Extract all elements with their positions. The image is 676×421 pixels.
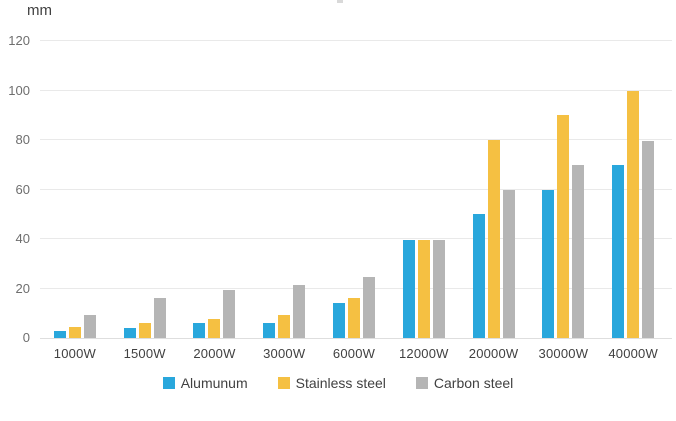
bar-alumunum-3000w [263,323,276,338]
bar-group-2000w [180,41,250,338]
bar-stainless-steel-1500w [138,323,151,338]
legend-item-stainless-steel: Stainless steel [277,375,386,391]
y-tick-label-20: 20 [15,280,30,296]
legend-label: Stainless steel [295,375,386,391]
y-tick-label-40: 40 [15,231,30,246]
plot-area [40,40,672,339]
bar-carbon-steel-6000w [363,277,376,338]
bar-carbon-steel-20000w [502,189,515,338]
bar-carbon-steel-1500w [153,298,166,338]
x-category-label-12000w: 12000W [398,346,449,361]
x-axis-category-labels: 1000W 1500W 2000W 3000W 6000W 12000W 20000W 300… [40,346,668,361]
bar-carbon-steel-2000w [223,289,236,338]
y-tick-label-60: 60 [15,181,30,197]
bar-carbon-steel-30000w [572,164,585,338]
bar-carbon-steel-1000w [83,314,96,338]
x-category-label-6000w: 6000W [332,346,376,361]
bar-alumunum-1000w [53,330,66,338]
x-category-label-1500w: 1500W [123,346,166,361]
y-tick-label-80: 80 [15,132,30,147]
x-category-label-3000w: 3000W [263,346,306,361]
bar-group-1000w [40,41,110,338]
bar-carbon-steel-3000w [293,284,306,338]
y-axis-tick-labels: 0 20 40 60 80 100 120 [0,33,32,345]
legend-item-carbon-steel: Carbon steel [415,375,514,391]
legend-swatch-icon [162,377,175,389]
legend-item-alumunum: Alumunum [162,375,248,391]
bar-carbon-steel-40000w [642,141,655,338]
gridline-60 [40,188,672,190]
bar-group-3000w [249,41,319,338]
bar-alumunum-40000w [612,164,625,338]
bar-group-20000w [459,41,529,338]
bar-alumunum-6000w [333,303,346,338]
bar-group-40000w [598,41,668,338]
legend-swatch-icon [415,377,428,389]
bar-stainless-steel-3000w [278,314,291,338]
bar-stainless-steel-1000w [68,326,81,338]
gridline-100 [40,89,672,91]
bar-stainless-steel-40000w [627,90,640,338]
y-tick-label-100: 100 [8,82,30,98]
bar-group-1500w [110,41,180,338]
gridline-40 [40,238,672,239]
x-category-label-2000w: 2000W [193,346,236,361]
legend: Alumunum Stainless steel Carbon steel [0,375,676,391]
bar-stainless-steel-12000w [417,240,430,338]
y-axis-unit-label: mm [27,2,52,19]
x-category-label-1000w: 1000W [53,346,96,361]
legend-label: Carbon steel [433,375,514,391]
bar-groups [40,41,668,338]
x-category-label-20000w: 20000W [468,346,519,361]
gridline-20 [40,287,672,289]
bar-alumunum-2000w [193,323,206,338]
legend-label: Alumunum [180,375,248,391]
x-category-label-30000w: 30000W [538,346,589,361]
y-tick-label-120: 120 [8,33,30,48]
bar-stainless-steel-30000w [557,115,570,338]
legend-swatch-icon [277,377,290,389]
bar-stainless-steel-2000w [208,319,221,338]
bar-stainless-steel-20000w [487,140,500,338]
y-tick-label-0: 0 [22,330,30,345]
bar-alumunum-30000w [542,189,555,338]
bar-alumunum-20000w [472,214,485,338]
bar-group-12000w [389,41,459,338]
bar-carbon-steel-12000w [432,240,445,338]
bar-group-30000w [528,41,598,338]
x-category-label-40000w: 40000W [608,346,658,361]
gridline-80 [40,139,672,140]
cropped-title-fragment [337,0,343,3]
bar-stainless-steel-6000w [348,298,361,338]
bar-alumunum-12000w [402,240,415,338]
bar-alumunum-1500w [123,328,136,338]
bar-group-6000w [319,41,389,338]
gridline-120 [40,40,672,41]
